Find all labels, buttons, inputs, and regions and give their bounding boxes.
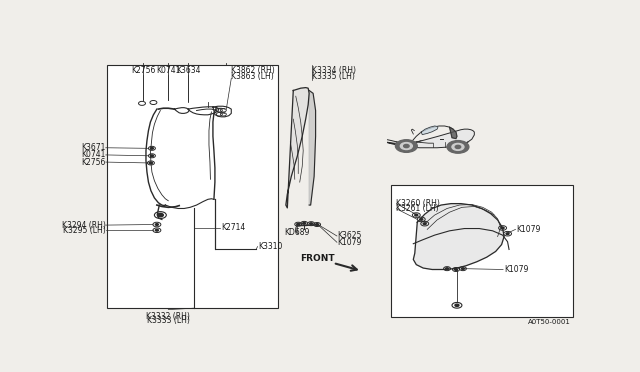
Circle shape xyxy=(297,223,300,225)
Circle shape xyxy=(157,214,163,217)
Circle shape xyxy=(452,144,464,150)
Bar xyxy=(392,185,573,317)
Circle shape xyxy=(455,145,461,148)
Circle shape xyxy=(401,142,412,150)
Text: FRONT: FRONT xyxy=(300,254,335,263)
Text: K3332 (RH): K3332 (RH) xyxy=(147,312,190,321)
Text: K3625: K3625 xyxy=(337,231,362,240)
Polygon shape xyxy=(388,129,474,148)
Circle shape xyxy=(156,230,158,231)
Circle shape xyxy=(150,155,154,157)
Circle shape xyxy=(396,140,417,153)
Circle shape xyxy=(501,227,504,229)
Text: K0741: K0741 xyxy=(156,66,180,75)
Text: K3261 (LH): K3261 (LH) xyxy=(396,204,439,213)
Bar xyxy=(108,65,278,308)
Text: K3260 (RH): K3260 (RH) xyxy=(396,199,440,208)
Polygon shape xyxy=(449,127,457,139)
Circle shape xyxy=(461,268,465,269)
Text: K1079: K1079 xyxy=(504,265,529,274)
Text: K3862 (RH): K3862 (RH) xyxy=(231,66,275,75)
Polygon shape xyxy=(309,90,316,205)
Text: K2714: K2714 xyxy=(221,224,246,232)
Text: KD689: KD689 xyxy=(285,228,310,237)
Circle shape xyxy=(310,223,312,225)
Circle shape xyxy=(415,214,418,216)
Text: K3671: K3671 xyxy=(81,143,106,152)
Text: K2756: K2756 xyxy=(81,158,106,167)
Text: K0741: K0741 xyxy=(81,150,106,160)
Circle shape xyxy=(156,224,158,225)
Circle shape xyxy=(150,147,154,149)
Text: K3333 (LH): K3333 (LH) xyxy=(147,316,189,325)
Text: K3335 (LH): K3335 (LH) xyxy=(312,72,355,81)
Text: K1079: K1079 xyxy=(516,225,541,234)
Polygon shape xyxy=(286,87,309,208)
Text: K3295 (LH): K3295 (LH) xyxy=(63,226,106,235)
Circle shape xyxy=(447,141,469,153)
Circle shape xyxy=(506,233,509,235)
Circle shape xyxy=(316,224,319,225)
Text: A0T50-0001: A0T50-0001 xyxy=(528,319,571,325)
Circle shape xyxy=(445,268,449,269)
Polygon shape xyxy=(413,203,504,269)
Text: K3310: K3310 xyxy=(259,242,283,251)
Text: K3863 (LH): K3863 (LH) xyxy=(231,72,274,81)
Circle shape xyxy=(454,269,458,270)
Text: K1079: K1079 xyxy=(337,238,362,247)
Circle shape xyxy=(303,222,306,224)
Polygon shape xyxy=(421,126,438,135)
Circle shape xyxy=(404,144,409,148)
Circle shape xyxy=(423,223,426,225)
Circle shape xyxy=(455,304,459,307)
Circle shape xyxy=(150,162,152,164)
Text: K3634: K3634 xyxy=(176,66,200,75)
Text: K3294 (RH): K3294 (RH) xyxy=(62,221,106,230)
Text: K2756: K2756 xyxy=(131,66,156,75)
Text: K3334 (RH): K3334 (RH) xyxy=(312,66,356,75)
Circle shape xyxy=(420,218,423,220)
